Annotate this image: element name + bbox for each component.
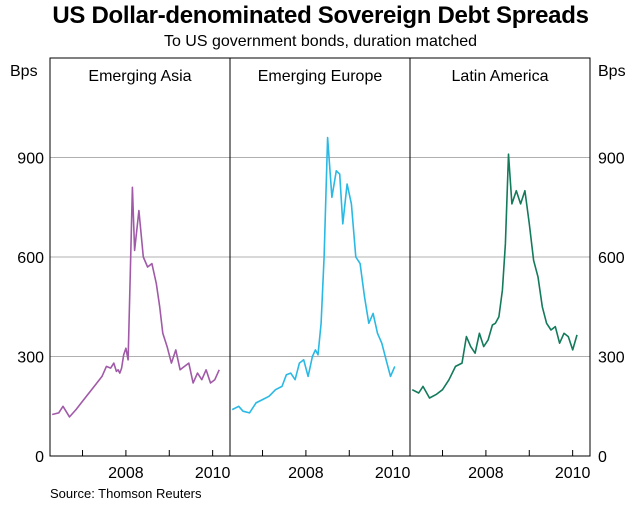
plot-frame (49, 57, 591, 457)
panel-label-emerging-asia: Emerging Asia (88, 68, 191, 85)
series-lines (52, 136, 578, 418)
series-line-emerging-europe (231, 136, 396, 414)
panel-label-latin-america: Latin America (452, 68, 549, 85)
gridlines (50, 157, 590, 357)
x-tick-label-p2-2010: 2010 (555, 465, 591, 482)
chart-subtitle: To US government bonds, duration matched (163, 33, 478, 50)
chart-title: US Dollar-denominated Sovereign Debt Spr… (52, 2, 589, 29)
y-tick-label-left-300: 300 (17, 350, 44, 367)
y-tick-label-right-900: 900 (598, 151, 625, 168)
x-tick-label-p0-2010: 2010 (195, 465, 231, 482)
y-unit-left: Bps (10, 63, 38, 80)
y-tick-label-right-0: 0 (598, 449, 607, 466)
series-line-latin-america (411, 153, 578, 399)
x-tick-label-p2-2008: 2008 (468, 465, 504, 482)
x-tick-label-p1-2010: 2010 (375, 465, 411, 482)
y-tick-label-left-900: 900 (17, 151, 44, 168)
y-tick-label-right-600: 600 (598, 250, 625, 267)
y-tick-label-right-300: 300 (598, 350, 625, 367)
y-tick-label-left-600: 600 (17, 250, 44, 267)
axis-labels: 0 0 300 300 600 600 900 900 2008 2010 2008 2010 2008… (17, 151, 625, 483)
source-note: Source: Thomson Reuters (50, 486, 202, 501)
y-unit-right: Bps (598, 63, 626, 80)
y-tick-label-left-0: 0 (35, 449, 44, 466)
x-tick-label-p1-2008: 2008 (288, 465, 324, 482)
x-tick-label-p0-2008: 2008 (108, 465, 144, 482)
series-line-emerging-asia (52, 186, 220, 418)
axis-ticks (82, 450, 574, 456)
panel-label-emerging-europe: Emerging Europe (258, 68, 383, 85)
